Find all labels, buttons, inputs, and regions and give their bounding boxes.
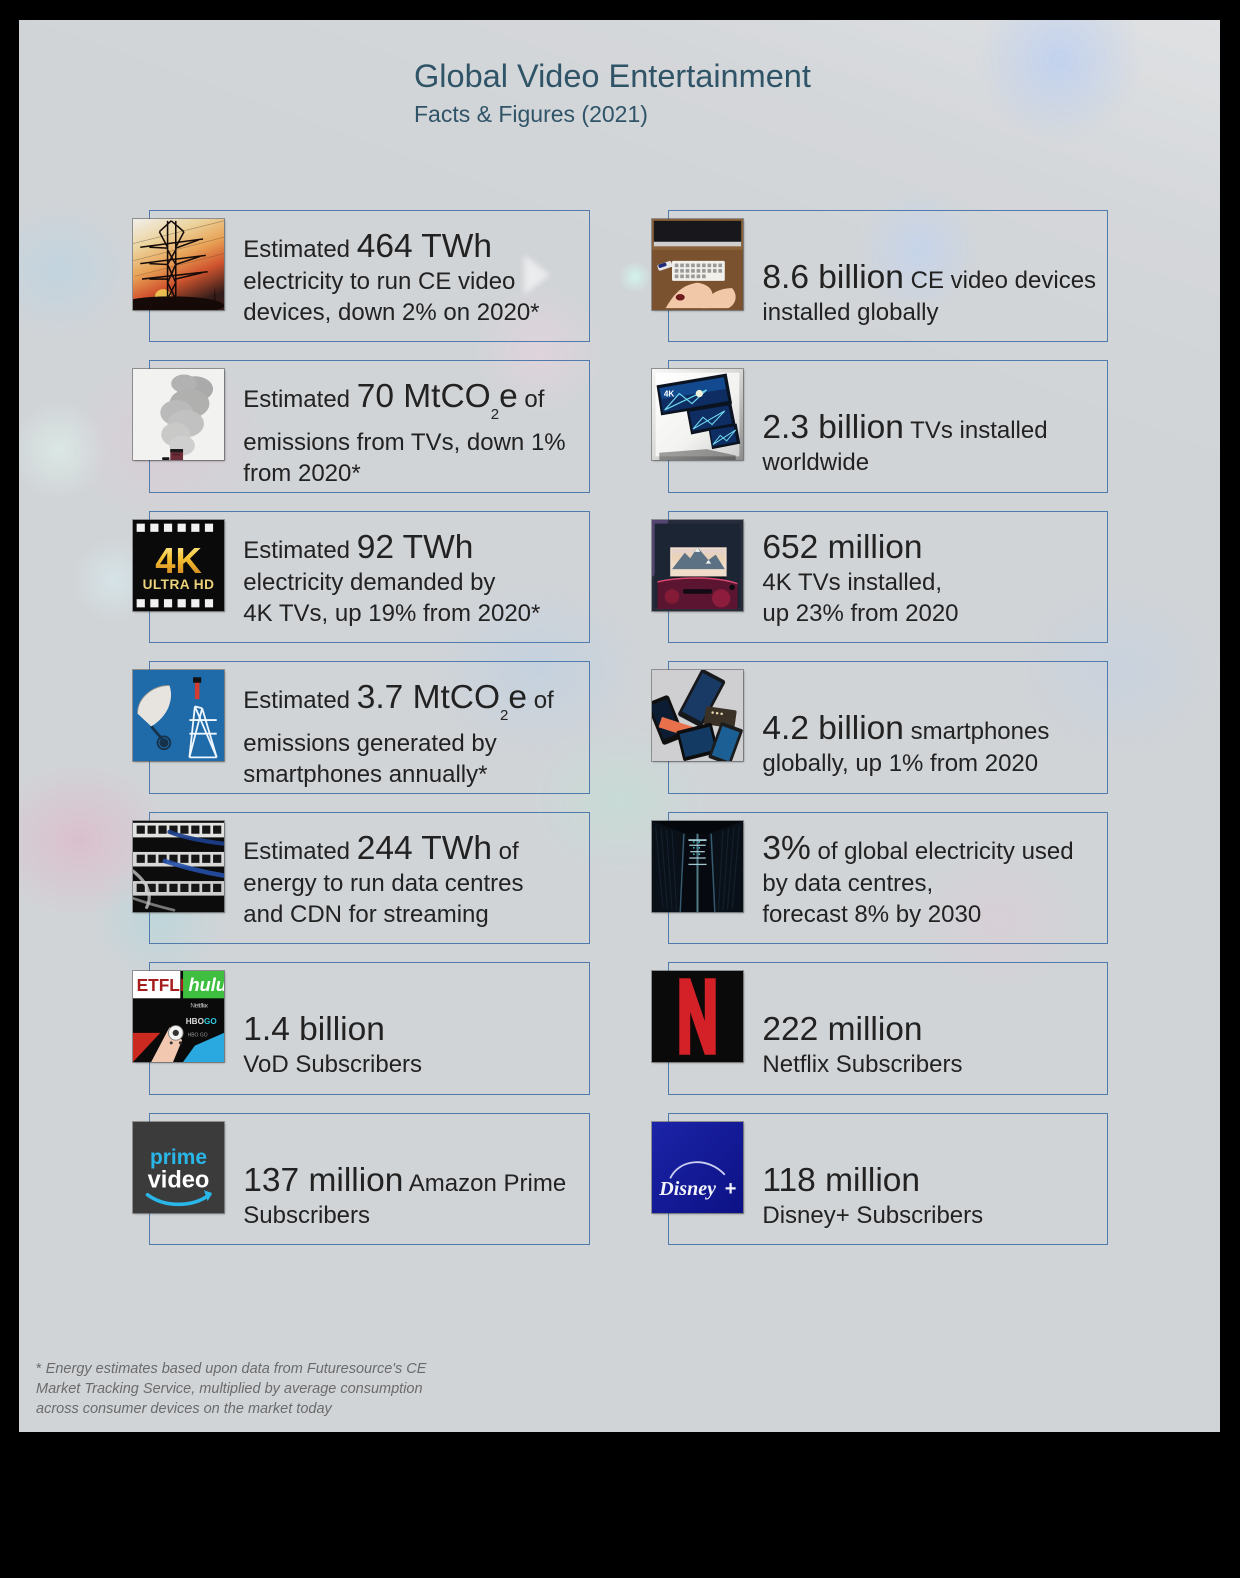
svg-text:prime: prime bbox=[150, 1145, 207, 1168]
svg-text:4K: 4K bbox=[664, 390, 675, 399]
svg-text:4K: 4K bbox=[156, 540, 203, 581]
svg-text:Disney: Disney bbox=[659, 1177, 717, 1199]
svg-text:ULTRA HD: ULTRA HD bbox=[143, 577, 215, 592]
svg-text:hulu: hulu bbox=[189, 975, 224, 995]
svg-text:video: video bbox=[148, 1167, 210, 1193]
svg-text:HBOGO: HBOGO bbox=[186, 1017, 218, 1026]
svg-text:HBO GO: HBO GO bbox=[188, 1033, 208, 1039]
svg-text:+: + bbox=[725, 1177, 737, 1199]
svg-text:Hulu: Hulu bbox=[195, 1003, 206, 1009]
